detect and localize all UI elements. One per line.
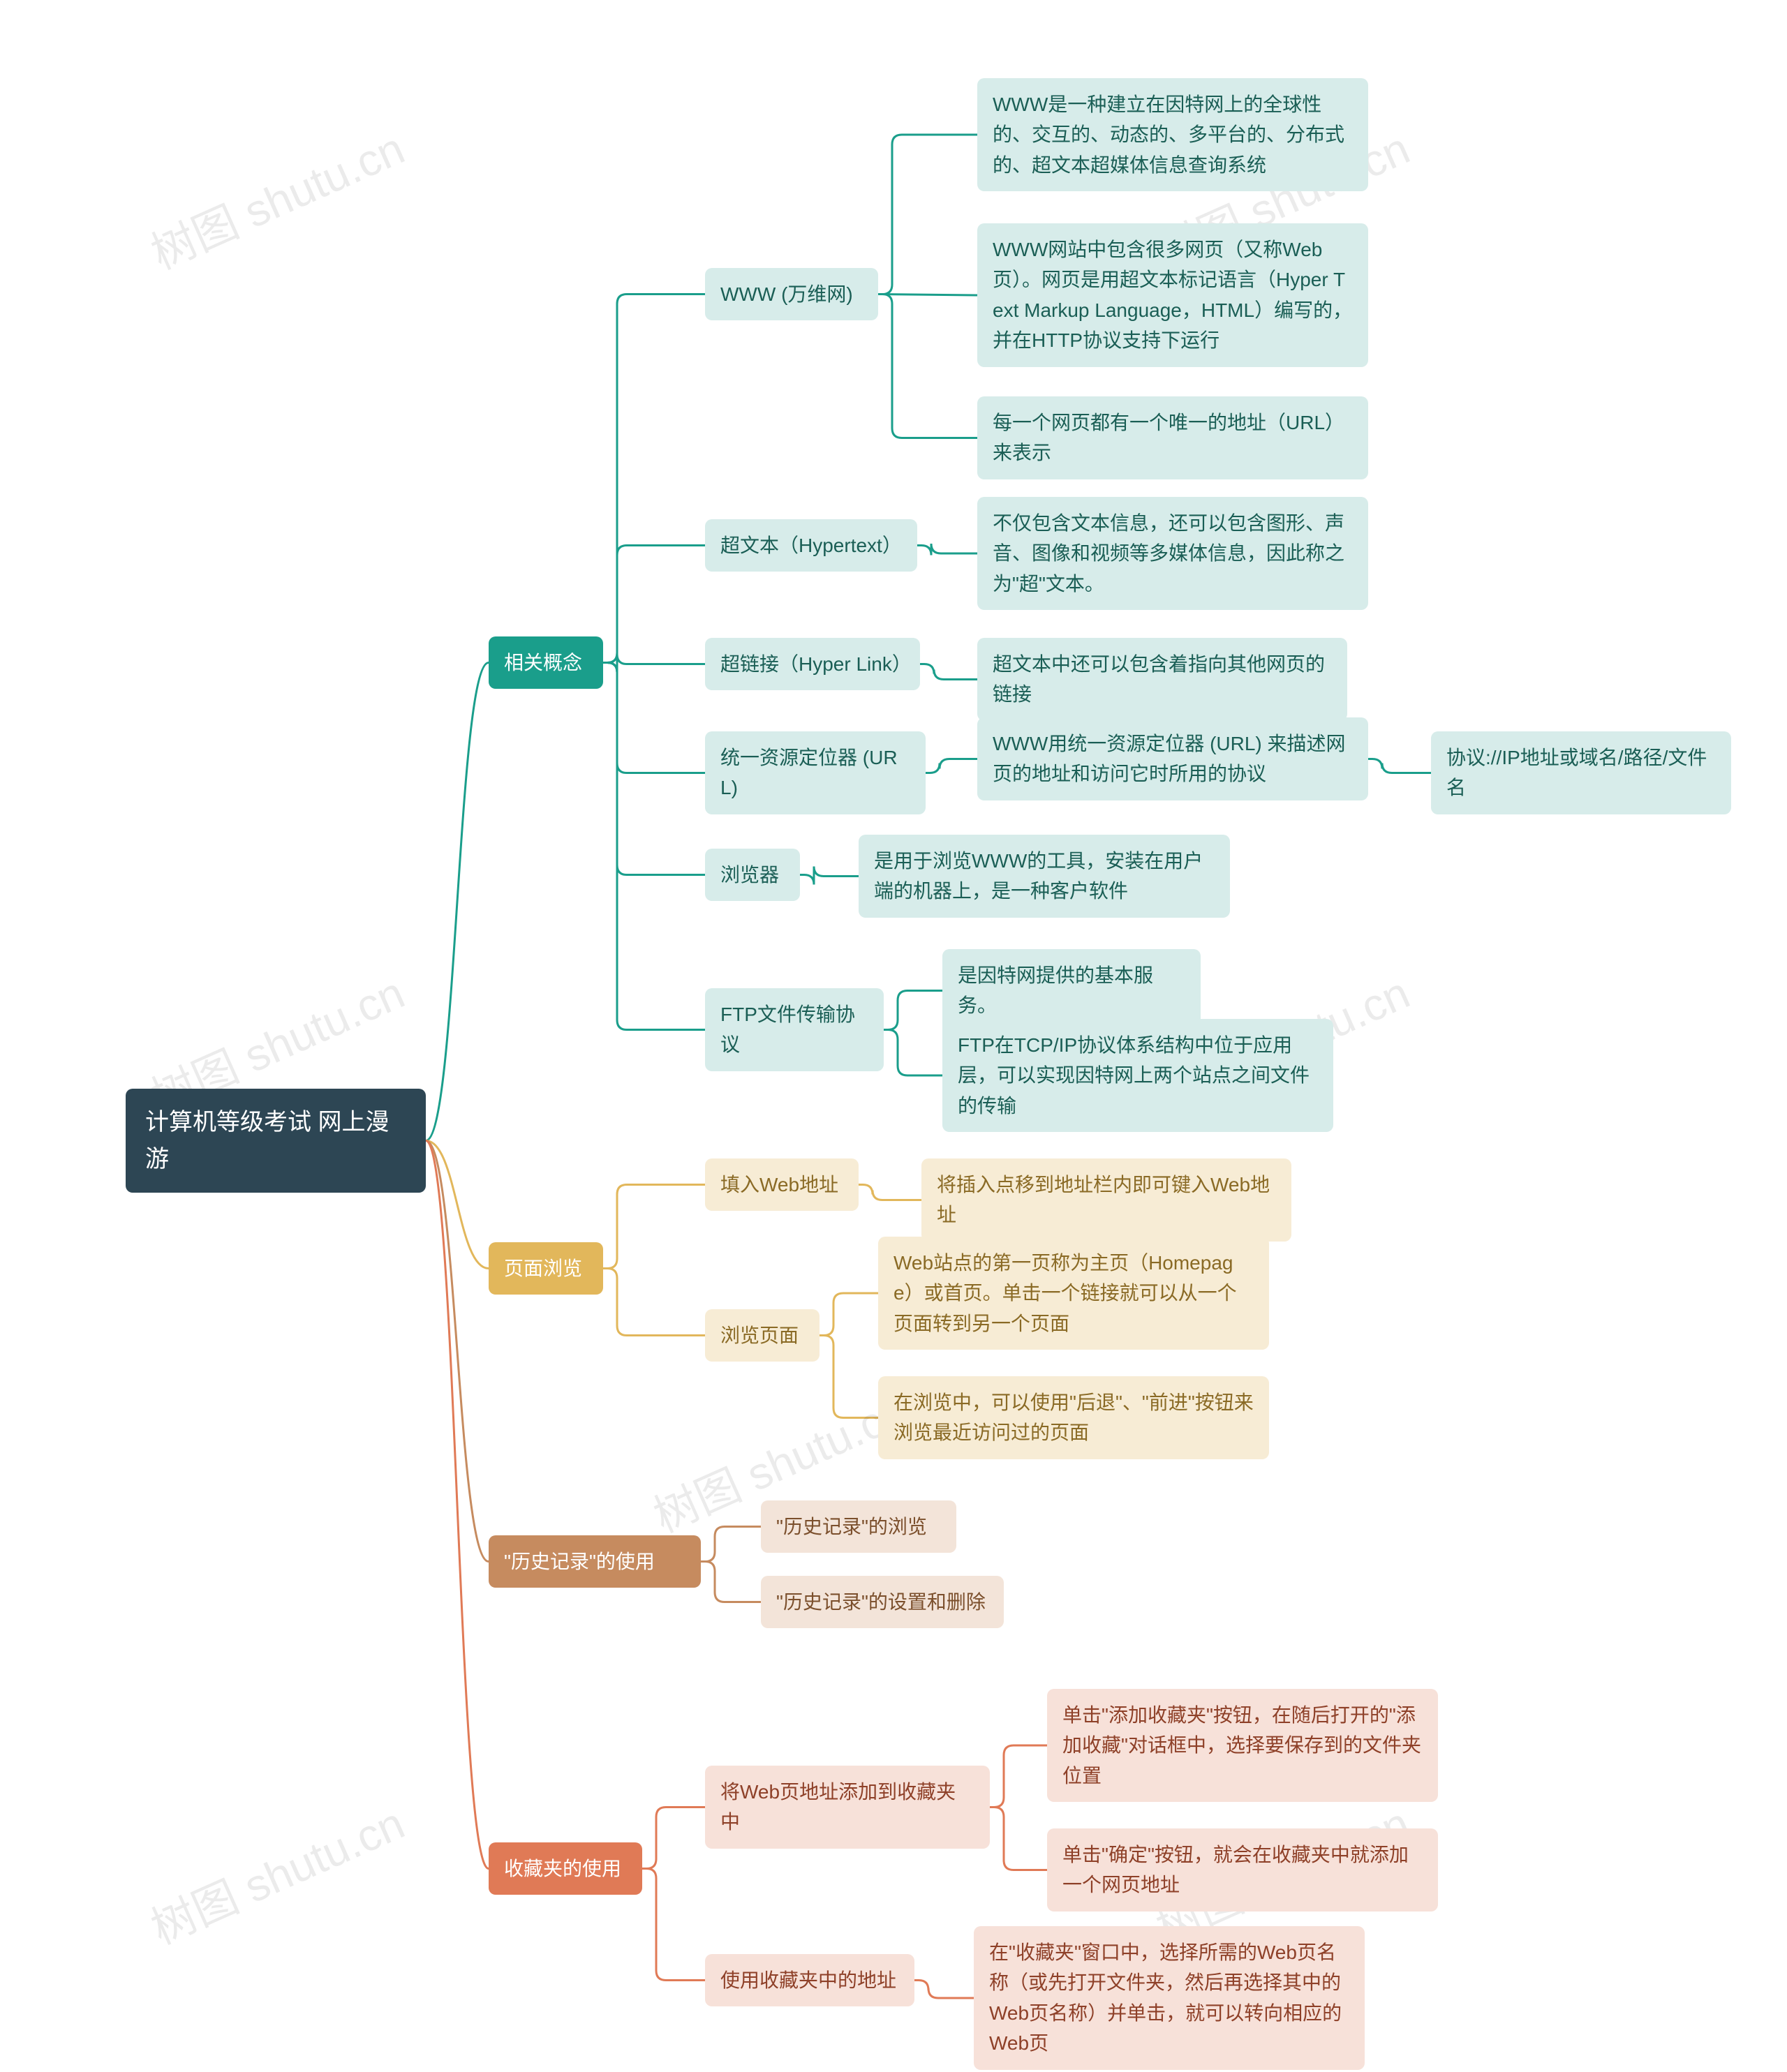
mindmap-node: 将Web页地址添加到收藏夹中 <box>705 1766 990 1849</box>
mindmap-node: 超文本（Hypertext） <box>705 519 917 572</box>
mindmap-node: "历史记录"的设置和删除 <box>761 1576 1004 1628</box>
mindmap-node: "历史记录"的浏览 <box>761 1500 956 1553</box>
mindmap-node: 不仅包含文本信息，还可以包含图形、声音、图像和视频等多媒体信息，因此称之为"超"… <box>977 497 1368 610</box>
watermark: 树图 shutu.cn <box>140 1788 413 1957</box>
mindmap-node: FTP在TCP/IP协议体系结构中位于应用层，可以实现因特网上两个站点之间文件的… <box>942 1019 1333 1132</box>
mindmap-node: FTP文件传输协议 <box>705 988 884 1071</box>
mindmap-node: "历史记录"的使用 <box>489 1535 701 1588</box>
mindmap-node: WWW网站中包含很多网页（又称Web页）。网页是用超文本标记语言（Hyper T… <box>977 223 1368 367</box>
mindmap-node: 统一资源定位器 (URL) <box>705 731 926 814</box>
edges-layer <box>0 0 1787 2072</box>
mindmap-node: 计算机等级考试 网上漫游 <box>126 1089 426 1193</box>
mindmap-node: 在浏览中，可以使用"后退"、"前进"按钮来浏览最近访问过的页面 <box>878 1376 1269 1459</box>
mindmap-node: 相关概念 <box>489 636 603 689</box>
mindmap-node: 在"收藏夹"窗口中，选择所需的Web页名称（或先打开文件夹，然后再选择其中的We… <box>974 1926 1365 2070</box>
mindmap-node: 填入Web地址 <box>705 1158 859 1211</box>
mindmap-node: Web站点的第一页称为主页（Homepage）或首页。单击一个链接就可以从一个页… <box>878 1237 1269 1350</box>
mindmap-node: 超文本中还可以包含着指向其他网页的链接 <box>977 638 1347 721</box>
mindmap-node: 单击"确定"按钮，就会在收藏夹中就添加一个网页地址 <box>1047 1828 1438 1911</box>
mindmap-node: 单击"添加收藏夹"按钮，在随后打开的"添加收藏"对话框中，选择要保存到的文件夹位… <box>1047 1689 1438 1802</box>
mindmap-node: 将插入点移到地址栏内即可键入Web地址 <box>921 1158 1291 1242</box>
mindmap-node: 协议://IP地址或域名/路径/文件名 <box>1431 731 1731 814</box>
mindmap-node: 使用收藏夹中的地址 <box>705 1954 914 2006</box>
mindmap-node: WWW是一种建立在因特网上的全球性的、交互的、动态的、多平台的、分布式的、超文本… <box>977 78 1368 191</box>
mindmap-node: 页面浏览 <box>489 1242 603 1295</box>
mindmap-canvas: 树图 shutu.cn树图 shutu.cn树图 shutu.cn树图 shut… <box>0 0 1787 2072</box>
watermark: 树图 shutu.cn <box>140 113 413 282</box>
mindmap-node: 超链接（Hyper Link） <box>705 638 920 690</box>
mindmap-node: 收藏夹的使用 <box>489 1842 642 1895</box>
mindmap-node: 浏览页面 <box>705 1309 820 1362</box>
mindmap-node: 是用于浏览WWW的工具，安装在用户端的机器上，是一种客户软件 <box>859 835 1230 918</box>
mindmap-node: 浏览器 <box>705 849 800 901</box>
mindmap-node: 每一个网页都有一个唯一的地址（URL）来表示 <box>977 396 1368 479</box>
mindmap-node: WWW用统一资源定位器 (URL) 来描述网页的地址和访问它时所用的协议 <box>977 717 1368 800</box>
mindmap-node: WWW (万维网) <box>705 268 878 320</box>
